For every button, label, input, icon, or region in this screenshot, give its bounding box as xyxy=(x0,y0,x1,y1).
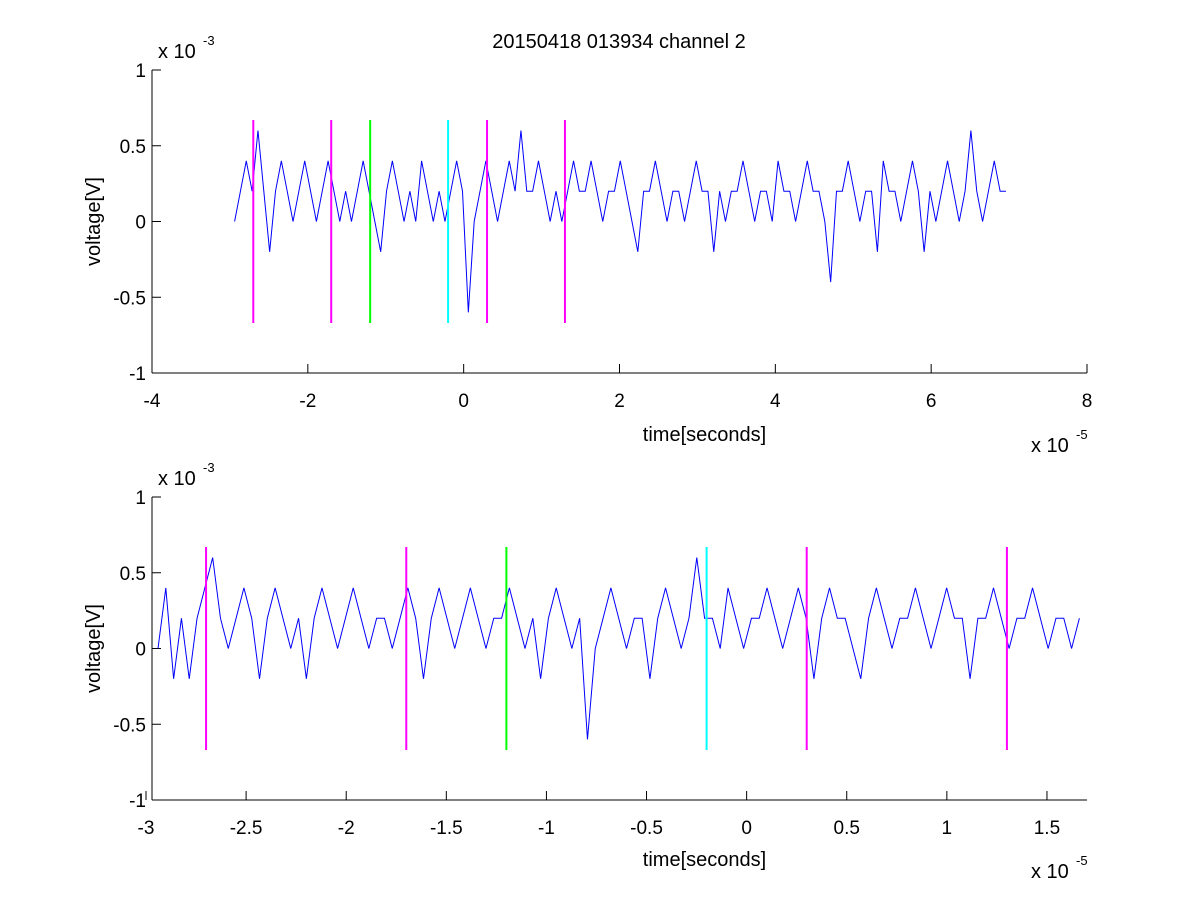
y-tick-label: -1 xyxy=(129,791,146,812)
x-tick-label: 1.5 xyxy=(1034,818,1060,839)
x-tick-label: -4 xyxy=(144,391,161,412)
x-tick-label: 4 xyxy=(770,391,781,412)
y-axis-label: voltage[V] xyxy=(83,177,105,266)
x-exponent-power: -5 xyxy=(1076,853,1088,868)
y-tick-label: 0 xyxy=(135,640,146,661)
x-tick-label: 0.5 xyxy=(834,818,860,839)
x-tick-label: -2 xyxy=(299,391,316,412)
signal-series-line xyxy=(234,130,1006,313)
x-tick-label: 2 xyxy=(614,391,625,412)
y-tick-label: -0.5 xyxy=(113,715,146,736)
x-tick-label: 8 xyxy=(1082,391,1093,412)
x-tick-label: 6 xyxy=(926,391,937,412)
x-tick-label: -1.5 xyxy=(430,818,463,839)
x-exponent-label: x 10 xyxy=(1031,435,1069,457)
x-tick-label: -2 xyxy=(338,818,355,839)
signal-series-line xyxy=(157,557,1080,740)
y-exponent-power: -3 xyxy=(203,33,215,48)
top-plot: -4 -2 0 2 4 6 8 -1 -0.5 0 0.5 1 time[seconds] voltage… xyxy=(83,33,1092,457)
y-exponent-power: -3 xyxy=(203,460,215,475)
y-tick-label: 1 xyxy=(135,488,146,509)
x-axis-label: time[seconds] xyxy=(643,849,766,871)
y-tick-label: -1 xyxy=(129,364,146,385)
y-exponent-label: x 10 xyxy=(158,468,196,490)
x-tick-label: 1 xyxy=(942,818,953,839)
bottom-plot: -3 -2.5 -2 -1.5 -1 -0.5 0 0.5 1 1.5 -1 -0.5 0 0.5 1 tim… xyxy=(83,460,1088,883)
figure-title: 20150418 013934 channel 2 xyxy=(492,31,746,53)
x-exponent-label: x 10 xyxy=(1031,861,1069,883)
y-exponent-label: x 10 xyxy=(158,41,196,63)
x-tick-label: 0 xyxy=(458,391,469,412)
x-tick-label: -0.5 xyxy=(630,818,663,839)
y-axis-label: voltage[V] xyxy=(83,604,105,693)
x-tick-label: -1 xyxy=(538,818,555,839)
y-tick-label: 0.5 xyxy=(120,137,146,158)
y-tick-label: 0.5 xyxy=(120,564,146,585)
x-axis-label: time[seconds] xyxy=(643,424,766,446)
x-exponent-power: -5 xyxy=(1076,427,1088,442)
x-tick-label: -2.5 xyxy=(230,818,263,839)
y-tick-label: 1 xyxy=(135,61,146,82)
y-tick-label: 0 xyxy=(135,213,146,234)
x-tick-label: -3 xyxy=(138,818,155,839)
y-tick-label: -0.5 xyxy=(113,288,146,309)
x-tick-label: 0 xyxy=(741,818,752,839)
